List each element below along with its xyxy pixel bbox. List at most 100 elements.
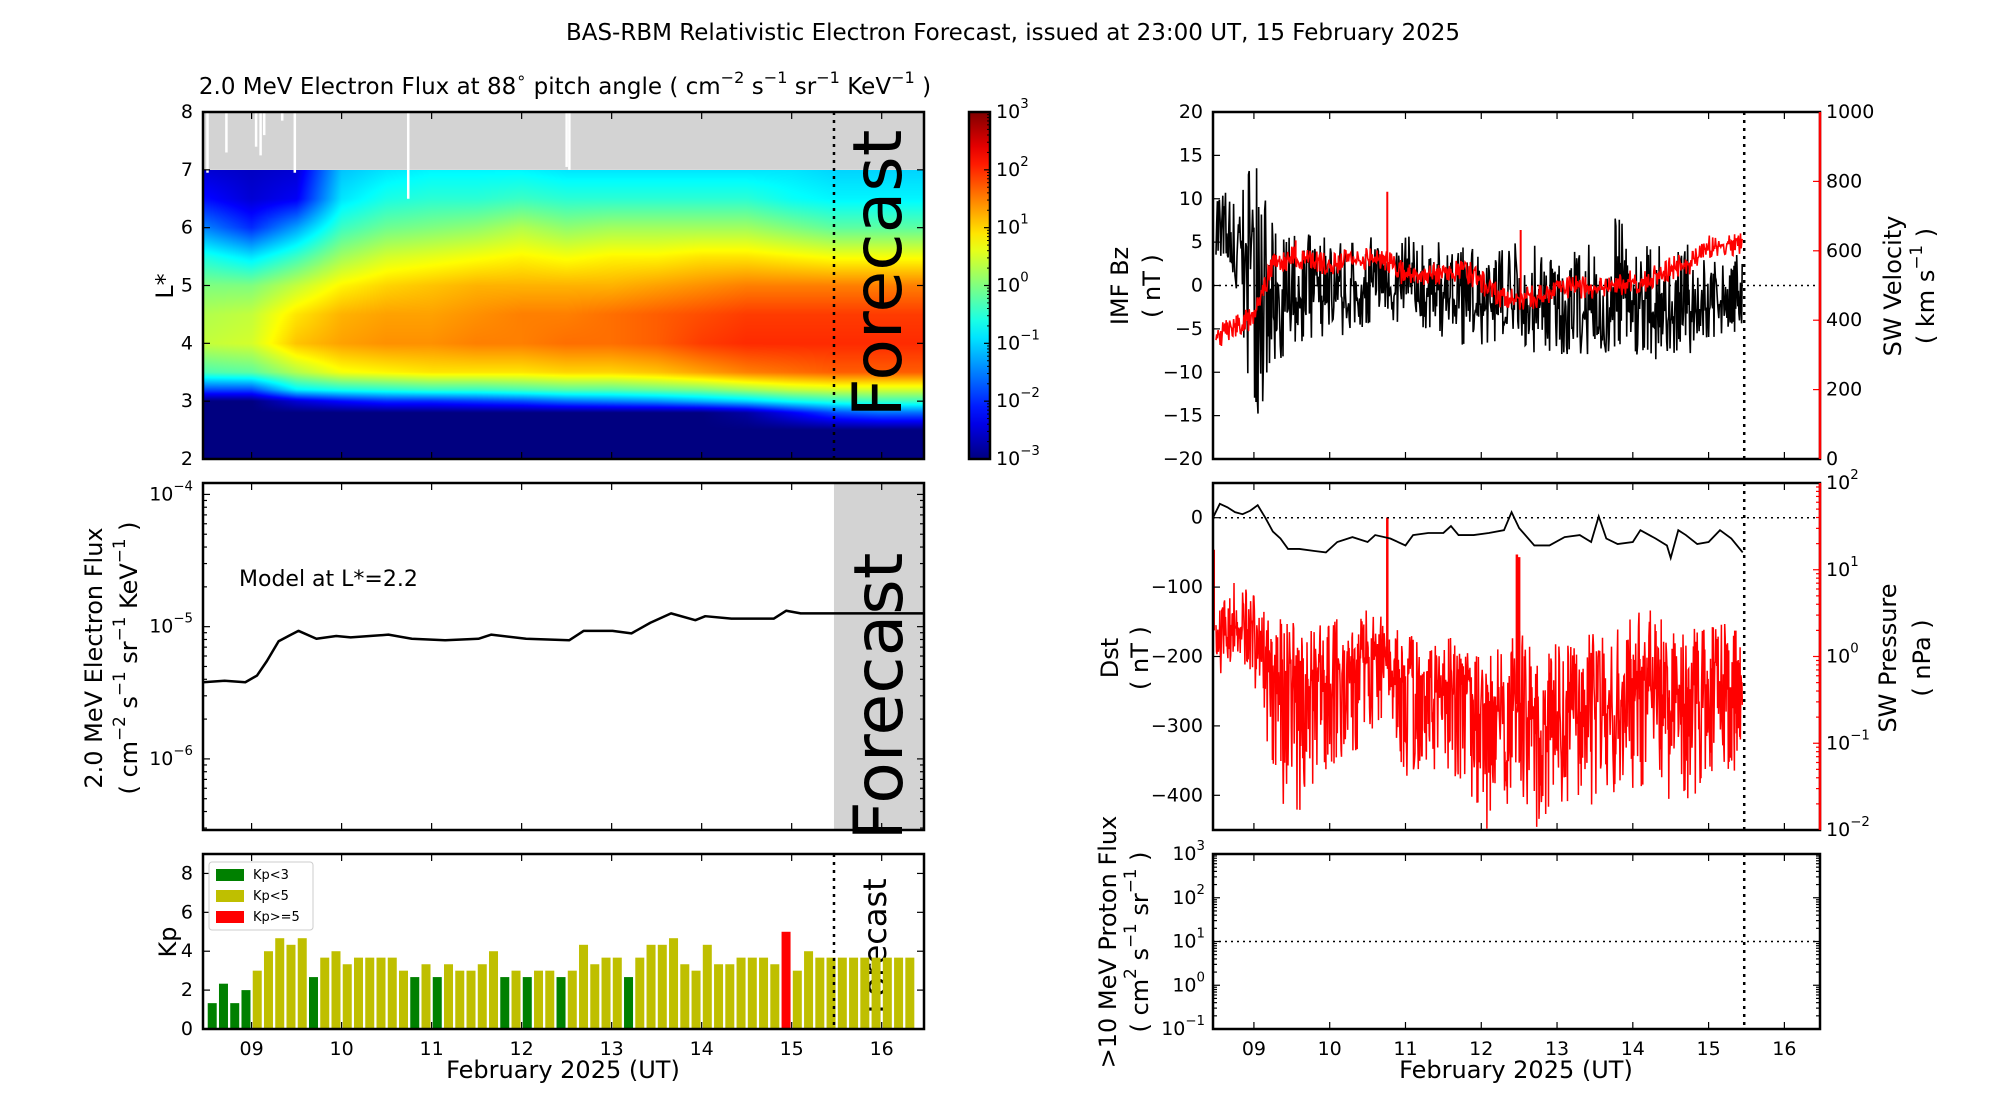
colorbar-tick-label: 101 <box>996 213 1029 239</box>
kp-bar <box>759 957 769 1029</box>
y-tick-label: 100 <box>1172 970 1205 996</box>
kp-bar <box>421 964 431 1029</box>
kp-bar <box>860 957 870 1029</box>
x-tick-label: 12 <box>510 1038 534 1060</box>
y-tick-label: −300 <box>1151 715 1203 737</box>
kp-bar <box>826 957 836 1029</box>
kp-bar <box>590 964 600 1029</box>
y-tick-label: −400 <box>1151 784 1203 806</box>
x-tick-label: 13 <box>1545 1038 1569 1060</box>
y-axis-label: L* <box>151 273 179 298</box>
y-tick-label: 4 <box>181 332 193 354</box>
model-annotation: Model at L*=2.2 <box>239 567 418 592</box>
y-tick-label: 10−5 <box>149 612 193 638</box>
kp-bar <box>365 957 375 1029</box>
forecast-shade <box>833 483 924 830</box>
y-axis-label: IMF Bz <box>1106 247 1134 325</box>
y-axis-units-right: ( km s−1 ) <box>1906 228 1940 344</box>
kp-bar <box>624 977 634 1029</box>
y-tick-label: 8 <box>181 101 193 123</box>
kp-bar <box>792 970 802 1029</box>
y-tick-label-right: 0 <box>1826 448 1838 470</box>
kp-bar <box>646 944 656 1029</box>
y-tick-label-right: 1000 <box>1826 101 1874 123</box>
y-axis-units-right: ( nPa ) <box>1908 619 1936 696</box>
kp-bar <box>252 970 262 1029</box>
colorbar-tick-label: 10−2 <box>996 386 1040 412</box>
legend-swatch <box>216 869 244 881</box>
forecast-label: Forecast <box>839 130 918 418</box>
x-tick-label: 15 <box>780 1038 804 1060</box>
kp-bar <box>500 977 510 1029</box>
x-axis-label: February 2025 (UT) <box>1399 1056 1633 1084</box>
kp-bar <box>331 951 341 1029</box>
kp-bar <box>275 938 285 1029</box>
proton-frame <box>1211 852 1822 1031</box>
kp-bar <box>455 970 465 1029</box>
kp-bar <box>207 1003 217 1029</box>
kp-bar <box>849 957 859 1029</box>
y-tick-label: 4 <box>181 940 193 962</box>
kp-bar <box>399 970 409 1029</box>
kp-bar <box>579 944 589 1029</box>
kp-bar <box>871 957 881 1029</box>
kp-bar <box>882 957 892 1029</box>
y-tick-label: 10−6 <box>149 744 193 770</box>
kp-bar <box>410 977 420 1029</box>
kp-bar <box>263 951 273 1029</box>
x-tick-label: 12 <box>1469 1038 1493 1060</box>
x-tick-label: 14 <box>690 1038 714 1060</box>
y-tick-label: 103 <box>1172 839 1205 865</box>
y-tick-label-right: 800 <box>1826 170 1862 192</box>
y-tick-label-right: 200 <box>1826 379 1862 401</box>
kp-bar <box>545 970 555 1029</box>
kp-bar <box>466 970 476 1029</box>
colorbar-tick-label: 102 <box>996 155 1029 181</box>
x-tick-label: 10 <box>330 1038 354 1060</box>
kp-bar <box>747 957 757 1029</box>
kp-bar <box>770 964 780 1029</box>
sw-pressure-line <box>1215 582 1744 829</box>
kp-bar <box>489 951 499 1029</box>
x-tick-label: 15 <box>1697 1038 1721 1060</box>
y-tick-label: −10 <box>1163 361 1203 383</box>
y-tick-label: 3 <box>181 390 193 412</box>
y-tick-label-right: 600 <box>1826 240 1862 262</box>
kp-bar <box>657 944 667 1029</box>
kp-bar <box>308 977 318 1029</box>
y-axis-label: Kp <box>154 927 182 958</box>
y-tick-label: 10 <box>1179 188 1203 210</box>
kp-bar <box>736 957 746 1029</box>
y-tick-label: 102 <box>1172 883 1205 909</box>
legend-swatch <box>216 911 244 923</box>
kp-bar <box>781 931 791 1029</box>
x-tick-label: 11 <box>420 1038 444 1060</box>
y-tick-label-right: 101 <box>1826 555 1859 581</box>
kp-bar <box>230 1003 240 1029</box>
kp-bar <box>702 944 712 1029</box>
heatmap-frame <box>201 110 926 461</box>
flux-heatmap <box>203 170 924 459</box>
kp-bar <box>612 957 622 1029</box>
no-data-region <box>203 112 924 170</box>
x-tick-label: 10 <box>1318 1038 1342 1060</box>
y-tick-label-right: 400 <box>1826 309 1862 331</box>
y-tick-label: 15 <box>1179 144 1203 166</box>
y-tick-label: 6 <box>181 217 193 239</box>
kp-bar <box>691 970 701 1029</box>
y-tick-label: 0 <box>181 1018 193 1040</box>
kp-bar <box>601 957 611 1029</box>
x-tick-label: 09 <box>240 1038 264 1060</box>
y-tick-label-right: 100 <box>1826 642 1859 668</box>
heatmap-title: 2.0 MeV Electron Flux at 88∘ pitch angle… <box>199 68 931 100</box>
y-tick-label: 6 <box>181 901 193 923</box>
y-tick-label: 5 <box>1191 231 1203 253</box>
legend-label: Kp<5 <box>253 889 289 904</box>
kp-bar <box>218 983 228 1029</box>
y-tick-label: −20 <box>1163 448 1203 470</box>
colorbar-tick-label: 10−3 <box>996 444 1040 470</box>
kp-bar <box>286 944 296 1029</box>
x-tick-label: 14 <box>1621 1038 1645 1060</box>
x-axis-label: February 2025 (UT) <box>446 1056 680 1084</box>
